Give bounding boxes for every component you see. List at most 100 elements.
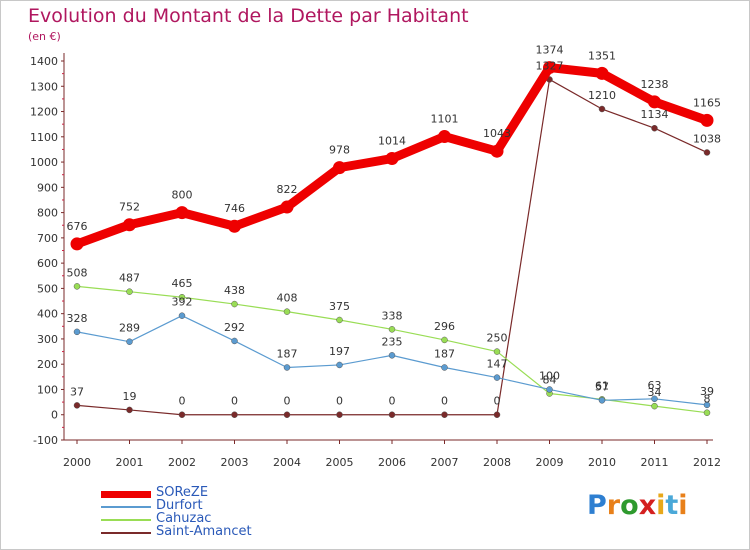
data-point [493,348,501,355]
legend-label: Saint-Amancet [156,524,252,539]
logo-letter: t [665,490,679,521]
y-tick-label: 1200 [30,106,58,119]
data-point [651,124,658,132]
data-point [283,364,291,371]
y-tick-label: 700 [37,232,58,245]
data-label: 147 [487,358,508,371]
data-point [490,144,504,158]
x-tick-label: 2001 [116,456,144,469]
x-tick-label: 2011 [641,456,669,469]
data-label: 34 [648,386,662,399]
data-point [73,328,81,336]
x-tick-label: 2002 [168,456,196,469]
data-point [280,200,294,214]
data-label: 375 [329,300,350,313]
data-point [543,61,556,75]
data-label: 292 [224,321,245,334]
data-point [598,105,606,113]
y-tick-label: 400 [37,308,58,321]
x-tick-label: 2007 [431,456,459,469]
x-tick-label: 2006 [378,456,406,469]
data-label: 0 [494,395,501,408]
data-point [595,66,609,80]
data-label: 39 [700,385,714,398]
x-tick-label: 2008 [483,456,511,469]
chart-subtitle: (en €) [28,30,61,43]
x-tick-label: 2000 [63,456,91,469]
data-point [493,411,501,418]
y-tick-label: 100 [37,383,58,396]
y-tick-label: 200 [37,358,58,371]
data-label: 296 [434,320,455,333]
data-point [336,316,343,324]
legend-swatch [101,532,151,534]
data-label: 1351 [588,49,616,62]
data-label: 100 [539,369,560,382]
data-label: 1043 [483,127,511,140]
y-tick-label: 0 [51,409,58,422]
data-label: 408 [277,292,298,305]
data-label: 0 [389,395,396,408]
data-point [123,218,136,232]
data-point [703,401,711,409]
data-point [438,130,451,144]
chart-title: Evolution du Montant de la Dette par Hab… [28,5,469,27]
data-label: 1210 [588,89,616,102]
data-point [231,300,238,308]
data-point [231,337,238,345]
data-label: 8 [704,393,711,406]
logo-letter: r [606,490,621,521]
data-point [231,411,238,418]
data-point [703,409,711,416]
data-label: 438 [224,284,245,297]
data-point [648,95,661,109]
data-label: 0 [284,395,291,408]
data-point [598,397,606,404]
legend-item: Saint-Amancet [101,524,301,539]
data-label: 0 [441,395,448,408]
data-label: 63 [648,379,662,392]
data-label: 1374 [536,44,564,57]
data-point [441,411,448,418]
data-point [385,152,399,166]
data-label: 235 [382,335,403,348]
data-label: 187 [434,347,455,360]
data-point [228,219,241,233]
data-label: 250 [487,332,508,345]
data-point [178,312,186,319]
data-label: 338 [382,309,403,322]
data-label: 822 [277,183,298,196]
data-label: 800 [172,189,193,202]
y-tick-label: 300 [37,333,58,346]
data-label: 0 [179,395,186,408]
data-label: 84 [543,374,557,387]
data-point [175,206,189,220]
data-label: 0 [231,395,238,408]
data-label: 508 [67,266,88,279]
x-tick-label: 2012 [693,456,721,469]
data-label: 487 [119,272,140,285]
x-tick-label: 2005 [326,456,354,469]
data-point [73,402,81,409]
data-label: 1014 [378,135,406,148]
data-label: 0 [336,395,343,408]
data-label: 187 [277,347,298,360]
y-tick-label: 900 [37,181,58,194]
y-tick-label: 500 [37,282,58,295]
data-label: 465 [172,277,193,290]
y-tick-label: 1300 [30,80,58,93]
data-point [651,395,658,403]
data-point [703,149,711,156]
legend-swatch [101,490,151,498]
y-tick-label: 1100 [30,131,58,144]
legend-label: SOReZE [156,485,209,500]
logo-letter: i [656,490,666,521]
data-point [283,411,291,418]
logo-letter: i [678,490,688,521]
logo-letter: x [638,490,657,521]
data-label: 1038 [693,132,721,145]
proxiti-logo: Proxiti [587,490,688,521]
legend-item: Durfort [101,498,301,513]
data-point [126,288,133,295]
